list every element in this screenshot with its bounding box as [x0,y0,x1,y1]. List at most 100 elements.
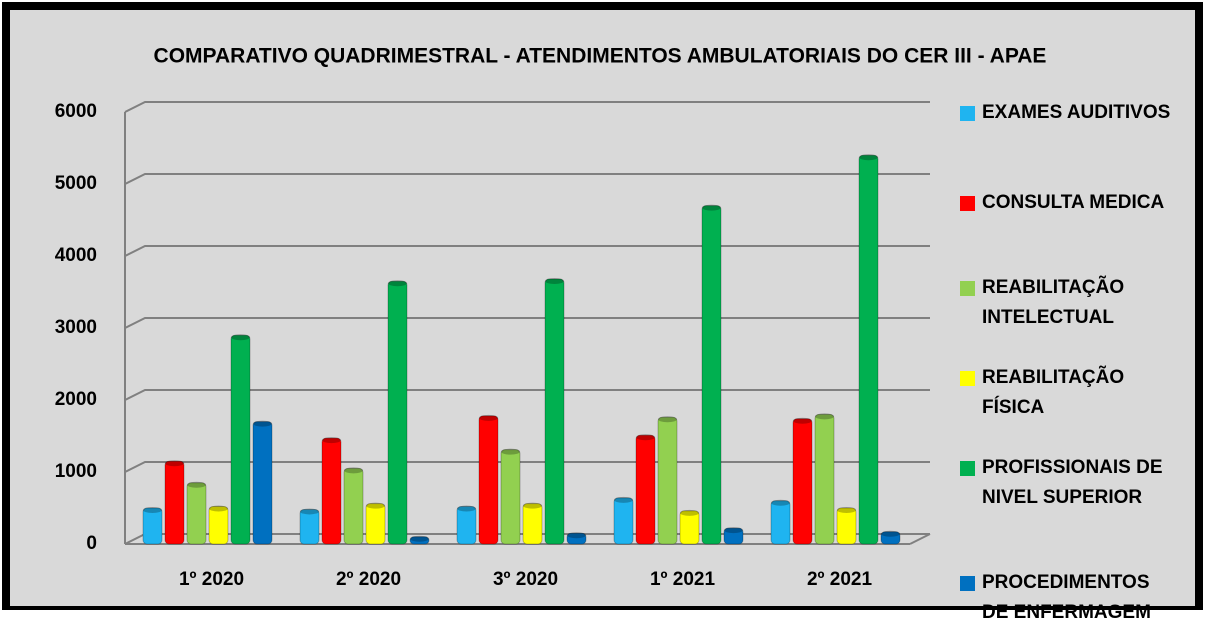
bar [186,482,207,545]
bar-group [657,416,678,545]
bar-group [723,527,744,545]
x-tick-label: 2º 2020 [336,569,401,590]
bar-top [143,507,162,513]
grid-line [124,173,930,185]
y-tick-label: 1000 [55,461,97,482]
bar [613,497,634,545]
bar [522,503,543,545]
legend-swatch [960,196,975,211]
bar [409,536,430,545]
bar-group [880,530,901,545]
bar-top [322,437,341,444]
bar-group [208,505,229,545]
bar-top [702,204,721,211]
bar-top [501,448,520,455]
bar-top [837,507,856,513]
bar [365,503,386,545]
y-tick-label: 0 [86,533,97,554]
legend-swatch [960,281,975,296]
bar-top [209,505,228,512]
bar-top [165,460,184,467]
x-axis-depth [909,533,931,545]
bar-group [836,507,857,545]
chart-title: COMPARATIVO QUADRIMESTRAL - ATENDIMENTOS… [154,45,1047,68]
bar [836,507,857,545]
bar-group [701,204,722,545]
bar [723,527,744,545]
bar-group [635,434,656,545]
legend-label: EXAMES AUDITIVOS [982,102,1171,123]
bar-top [479,414,498,421]
legend-item: REABILITAÇÃO INTELECTUAL [960,273,1200,333]
bar-group [522,502,543,545]
bar-group [679,509,700,545]
bar-group [299,508,320,545]
bar-top [457,505,476,512]
bar [208,506,229,545]
bar-group [365,502,386,545]
bar [657,416,678,545]
bar [858,154,879,545]
grid-line [124,245,930,257]
bar [880,531,901,545]
grid-line [124,317,930,329]
bar [478,415,499,545]
bar-top [771,499,790,506]
bar [566,532,587,545]
legend-label: REABILITAÇÃO INTELECTUAL [982,277,1125,328]
bar [321,437,342,545]
bar [792,418,813,545]
bar-top [636,434,655,441]
y-tick-label: 5000 [55,173,97,194]
bar [770,500,791,545]
bar-group [164,460,185,545]
bar-group [230,334,251,545]
bar [343,467,364,545]
bar-top [680,509,699,516]
bar-group [500,448,521,545]
legend-label: PROFISSIONAIS DE NIVEL SUPERIOR [982,457,1163,508]
x-tick-label: 1º 2021 [650,569,715,590]
bar [252,421,273,545]
bar [142,507,163,545]
bar-top [366,502,385,509]
x-tick-label: 3º 2020 [493,569,558,590]
bar-group [387,280,408,545]
bar-group [566,532,587,545]
bar-group [792,417,813,545]
x-tick-label: 1º 2020 [179,569,244,590]
legend-item: REABILITAÇÃO FÍSICA [960,363,1200,423]
x-tick-label: 2º 2021 [807,569,872,590]
bar-group [343,467,364,545]
bar-top [523,502,542,509]
y-tick-label: 3000 [55,317,97,338]
bar [230,334,251,545]
bar-top [567,532,586,539]
bar-top [231,334,250,341]
bar [299,508,320,545]
bar-top [300,508,319,515]
grid-line [124,389,930,401]
legend-item: EXAMES AUDITIVOS [960,98,1200,128]
bar-group [252,420,273,545]
bar [701,205,722,545]
legend-item: PROCEDIMENTOS DE ENFERMAGEM [960,568,1200,628]
legend-swatch [960,371,975,386]
y-tick-label: 2000 [55,389,97,410]
bar-top [410,535,429,542]
y-tick-label: 4000 [55,245,97,266]
bar-top [545,278,564,285]
bar [544,278,565,545]
bar-top [881,530,900,537]
bar-group [814,413,835,545]
bar-group [142,507,163,545]
bar [387,280,408,545]
grid-line [124,101,930,113]
bar [814,413,835,545]
bar [164,460,185,545]
bar-group [409,535,430,545]
bar-group [478,414,499,545]
legend-label: REABILITAÇÃO FÍSICA [982,367,1125,418]
bar-top [614,496,633,503]
